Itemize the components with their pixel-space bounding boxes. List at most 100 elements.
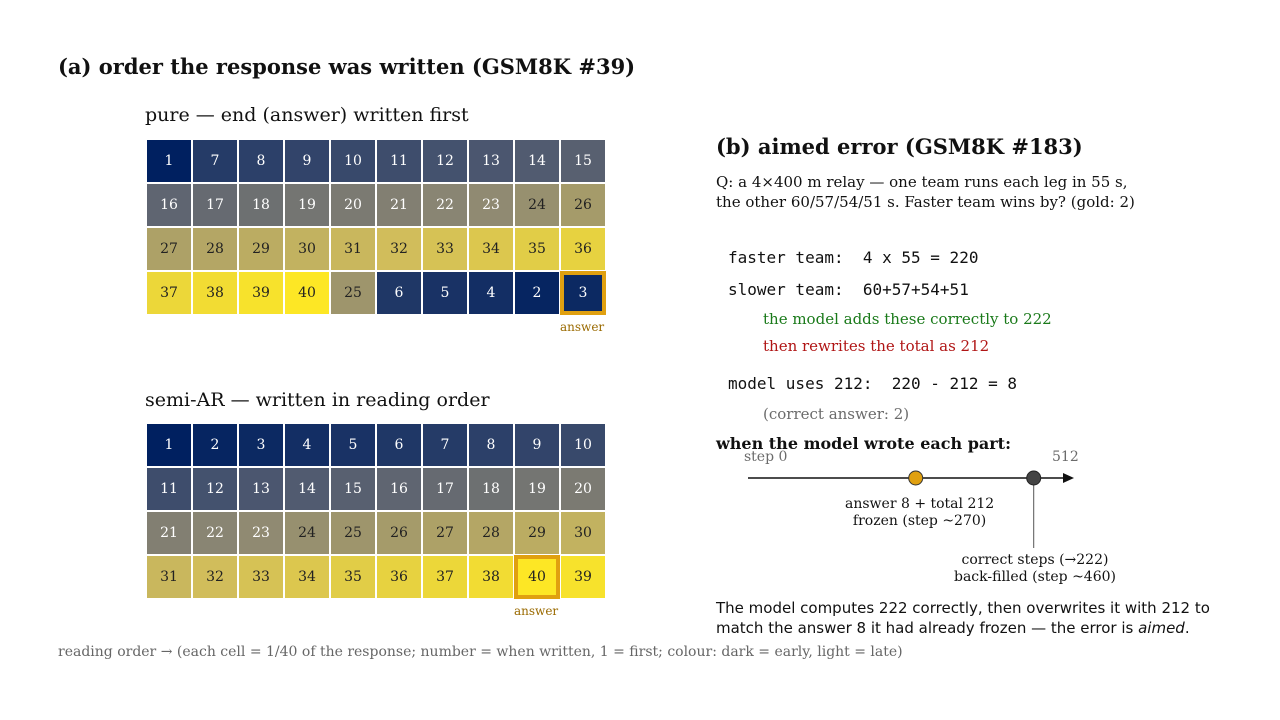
order-cell: 16 [377,468,421,510]
timeline-arrowhead [1063,473,1074,483]
order-cell: 29 [515,512,559,554]
answer-cell: 3 [560,271,606,315]
order-cell: 22 [423,184,467,226]
order-cell: 4 [285,424,329,466]
timeline-event-0-marker [908,470,924,486]
order-cell: 33 [423,228,467,270]
order-cell: 36 [561,228,605,270]
order-cell: 3 [239,424,283,466]
order-cell: 8 [239,140,283,182]
order-cell: 35 [331,556,375,598]
pure-grid-title: pure — end (answer) written first [145,104,469,126]
order-cell: 28 [193,228,237,270]
order-cell: 21 [147,512,191,554]
order-cell: 39 [561,556,605,598]
order-cell: 2 [193,424,237,466]
order-cell: 13 [239,468,283,510]
panel-a-title: (a) order the response was written (GSM8… [58,54,636,79]
timeline-event-1-marker [1026,470,1042,486]
order-cell: 31 [331,228,375,270]
timeline-end-label: 512 [1052,449,1079,465]
question-line-2: the other 60/57/54/51 s. Faster team win… [716,193,1135,211]
order-cell: 29 [239,228,283,270]
order-cell: 5 [331,424,375,466]
order-cell: 28 [469,512,513,554]
slower-team-line: slower team: 60+57+54+51 [728,280,969,299]
model-uses-line: model uses 212: 220 - 212 = 8 [728,374,1017,393]
order-cell: 22 [193,512,237,554]
order-cell: 34 [469,228,513,270]
order-cell: 40 [285,272,329,314]
order-cell: 26 [377,512,421,554]
semi-order-grid: 1 2 3 4 5 6 7 8 9 10 11 12 13 14 15 16 17 18 19 20 21 22 23 24 2… [147,424,605,599]
order-cell: 39 [239,272,283,314]
order-cell: 6 [377,424,421,466]
summary-line-1: The model computes 222 correctly, then o… [716,599,1210,617]
order-cell: 38 [469,556,513,598]
order-cell: 1 [147,424,191,466]
order-cell: 24 [285,512,329,554]
event-1-line-2: back-filled (step ~460) [954,569,1116,585]
order-cell: 8 [469,424,513,466]
order-cell: 36 [377,556,421,598]
order-cell: 14 [285,468,329,510]
order-cell: 31 [147,556,191,598]
order-cell: 12 [193,468,237,510]
order-cell: 10 [331,140,375,182]
order-cell: 25 [331,272,375,314]
order-cell: 12 [423,140,467,182]
panel-b-title: (b) aimed error (GSM8K #183) [716,134,1083,159]
order-cell: 10 [561,424,605,466]
semi-grid-title: semi-AR — written in reading order [145,389,490,411]
order-cell: 30 [561,512,605,554]
event-0-line-1: answer 8 + total 212 [845,496,995,512]
order-cell: 32 [377,228,421,270]
order-cell: 23 [239,512,283,554]
order-cell: 19 [285,184,329,226]
order-cell: 37 [423,556,467,598]
question-line-1: Q: a 4×400 m relay — one team runs each … [716,173,1128,191]
note-rewrite: then rewrites the total as 212 [763,337,990,355]
timeline-event-0-caption: answer 8 + total 212 frozen (step ~270) [845,496,994,530]
correct-answer-note: (correct answer: 2) [763,405,910,423]
summary-text: The model computes 222 correctly, then o… [716,598,1256,638]
order-cell: 11 [377,140,421,182]
order-cell: 27 [147,228,191,270]
order-cell: 32 [193,556,237,598]
order-cell: 19 [515,468,559,510]
order-cell: 33 [239,556,283,598]
order-cell: 37 [147,272,191,314]
order-cell: 34 [285,556,329,598]
order-cell: 35 [515,228,559,270]
order-cell: 23 [469,184,513,226]
order-cell: 4 [469,272,513,314]
order-cell: 24 [515,184,559,226]
order-cell: 16 [147,184,191,226]
order-cell: 7 [423,424,467,466]
order-cell: 27 [423,512,467,554]
order-cell: 13 [469,140,513,182]
order-cell: 9 [285,140,329,182]
event-1-line-1: correct steps (→222) [961,552,1109,568]
order-cell: 30 [285,228,329,270]
order-cell: 18 [469,468,513,510]
pure-answer-label: answer [560,320,605,334]
order-cell: 5 [423,272,467,314]
order-cell: 7 [193,140,237,182]
order-cell: 21 [377,184,421,226]
order-cell: 11 [147,468,191,510]
order-cell: 26 [561,184,605,226]
summary-line-2: match the answer 8 it had already frozen… [716,618,1256,638]
order-cell: 9 [515,424,559,466]
faster-team-line: faster team: 4 x 55 = 220 [728,248,979,267]
order-cell: 1 [147,140,191,182]
timeline-event-1-caption: correct steps (→222) back-filled (step ~… [954,552,1116,586]
summary-end: . [1184,619,1190,637]
order-cell: 15 [331,468,375,510]
order-cell: 25 [331,512,375,554]
order-cell: 6 [377,272,421,314]
question-text: Q: a 4×400 m relay — one team runs each … [716,172,1256,212]
order-cell: 17 [423,468,467,510]
order-cell: 15 [561,140,605,182]
note-correct-sum: the model adds these correctly to 222 [763,310,1052,328]
